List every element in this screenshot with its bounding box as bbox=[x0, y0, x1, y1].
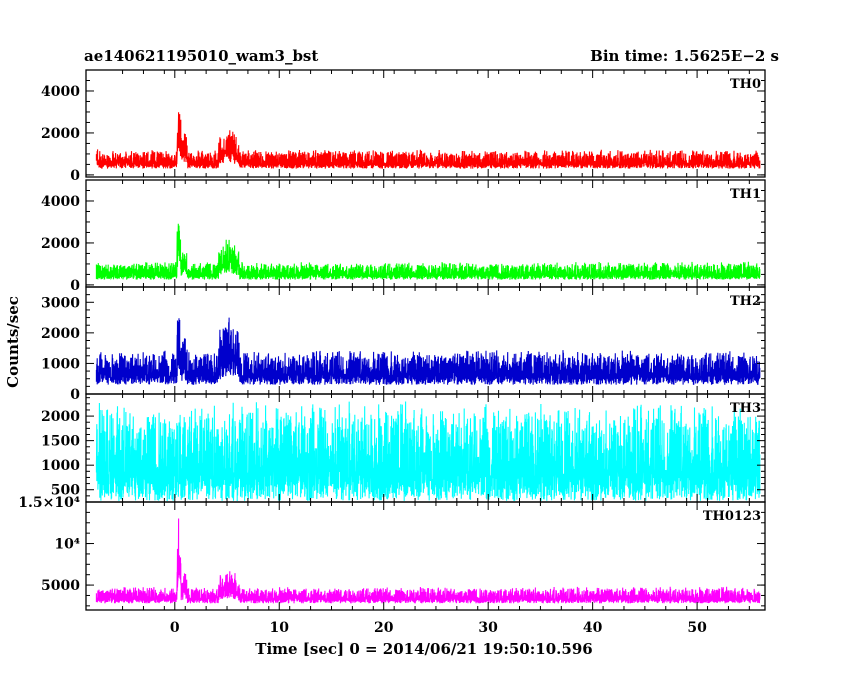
y-tick-label: 500 bbox=[51, 483, 80, 499]
x-tick-label: 10 bbox=[270, 620, 290, 636]
y-tick-label: 4000 bbox=[41, 194, 80, 210]
y-tick-label: 2000 bbox=[41, 409, 80, 425]
panel-label-th0: TH0 bbox=[730, 77, 761, 92]
y-tick-label: 1.5×10⁴ bbox=[18, 495, 80, 511]
chart-title-left: ae140621195010_wam3_bst bbox=[84, 47, 318, 65]
y-tick-label: 10⁴ bbox=[54, 537, 80, 553]
y-tick-label: 4000 bbox=[41, 84, 80, 100]
x-tick-label: 50 bbox=[687, 620, 707, 636]
panel-label-th1: TH1 bbox=[730, 187, 761, 202]
y-tick-label: 3000 bbox=[41, 295, 80, 311]
y-tick-label: 1000 bbox=[41, 356, 80, 372]
y-axis-label: Counts/sec bbox=[4, 296, 22, 388]
x-axis-label: Time [sec] 0 = 2014/06/21 19:50:10.596 bbox=[255, 640, 592, 658]
panel-label-th3: TH3 bbox=[730, 401, 761, 416]
chart-title-right: Bin time: 1.5625E−2 s bbox=[590, 47, 779, 65]
x-tick-label: 40 bbox=[583, 620, 603, 636]
panel-label-th0123: TH0123 bbox=[703, 509, 761, 524]
x-tick-label: 20 bbox=[374, 620, 394, 636]
x-tick-label: 0 bbox=[170, 620, 180, 636]
series-th3-trace bbox=[95, 401, 761, 502]
y-tick-label: 1000 bbox=[41, 458, 80, 474]
series-th0-trace bbox=[95, 112, 761, 169]
panel-th2: 0 1000 2000 3000 TH2 bbox=[41, 286, 766, 403]
series-th2-trace bbox=[95, 317, 761, 385]
panel-frame bbox=[85, 69, 766, 178]
series-th0123-trace bbox=[95, 518, 761, 604]
y-tick-label: 5000 bbox=[41, 578, 80, 594]
panel-th3: 500 1000 1500 2000 TH3 bbox=[41, 393, 766, 503]
panel-th0: 0 2000 4000 TH0 bbox=[41, 69, 766, 184]
y-tick-label: 0 bbox=[70, 278, 80, 294]
panel-frame bbox=[85, 501, 766, 611]
y-tick-label: 0 bbox=[70, 387, 80, 403]
y-tick-label: 0 bbox=[70, 168, 80, 184]
x-tick-label: 30 bbox=[478, 620, 498, 636]
y-tick-label: 1500 bbox=[41, 434, 80, 450]
y-tick-label: 2000 bbox=[41, 236, 80, 252]
y-tick-label: 2000 bbox=[41, 126, 80, 142]
panel-th0123: 5000 10⁴ 1.5×10⁴ TH0123 bbox=[18, 495, 766, 611]
panels-group: 0 2000 4000 TH0 0 2000 4000 TH1 0 1000 2000 3000 TH2… bbox=[18, 69, 766, 636]
series-th1-trace bbox=[95, 223, 761, 281]
y-tick-label: 2000 bbox=[41, 326, 80, 342]
panel-th1: 0 2000 4000 TH1 bbox=[41, 179, 766, 294]
panel-label-th2: TH2 bbox=[730, 294, 761, 309]
